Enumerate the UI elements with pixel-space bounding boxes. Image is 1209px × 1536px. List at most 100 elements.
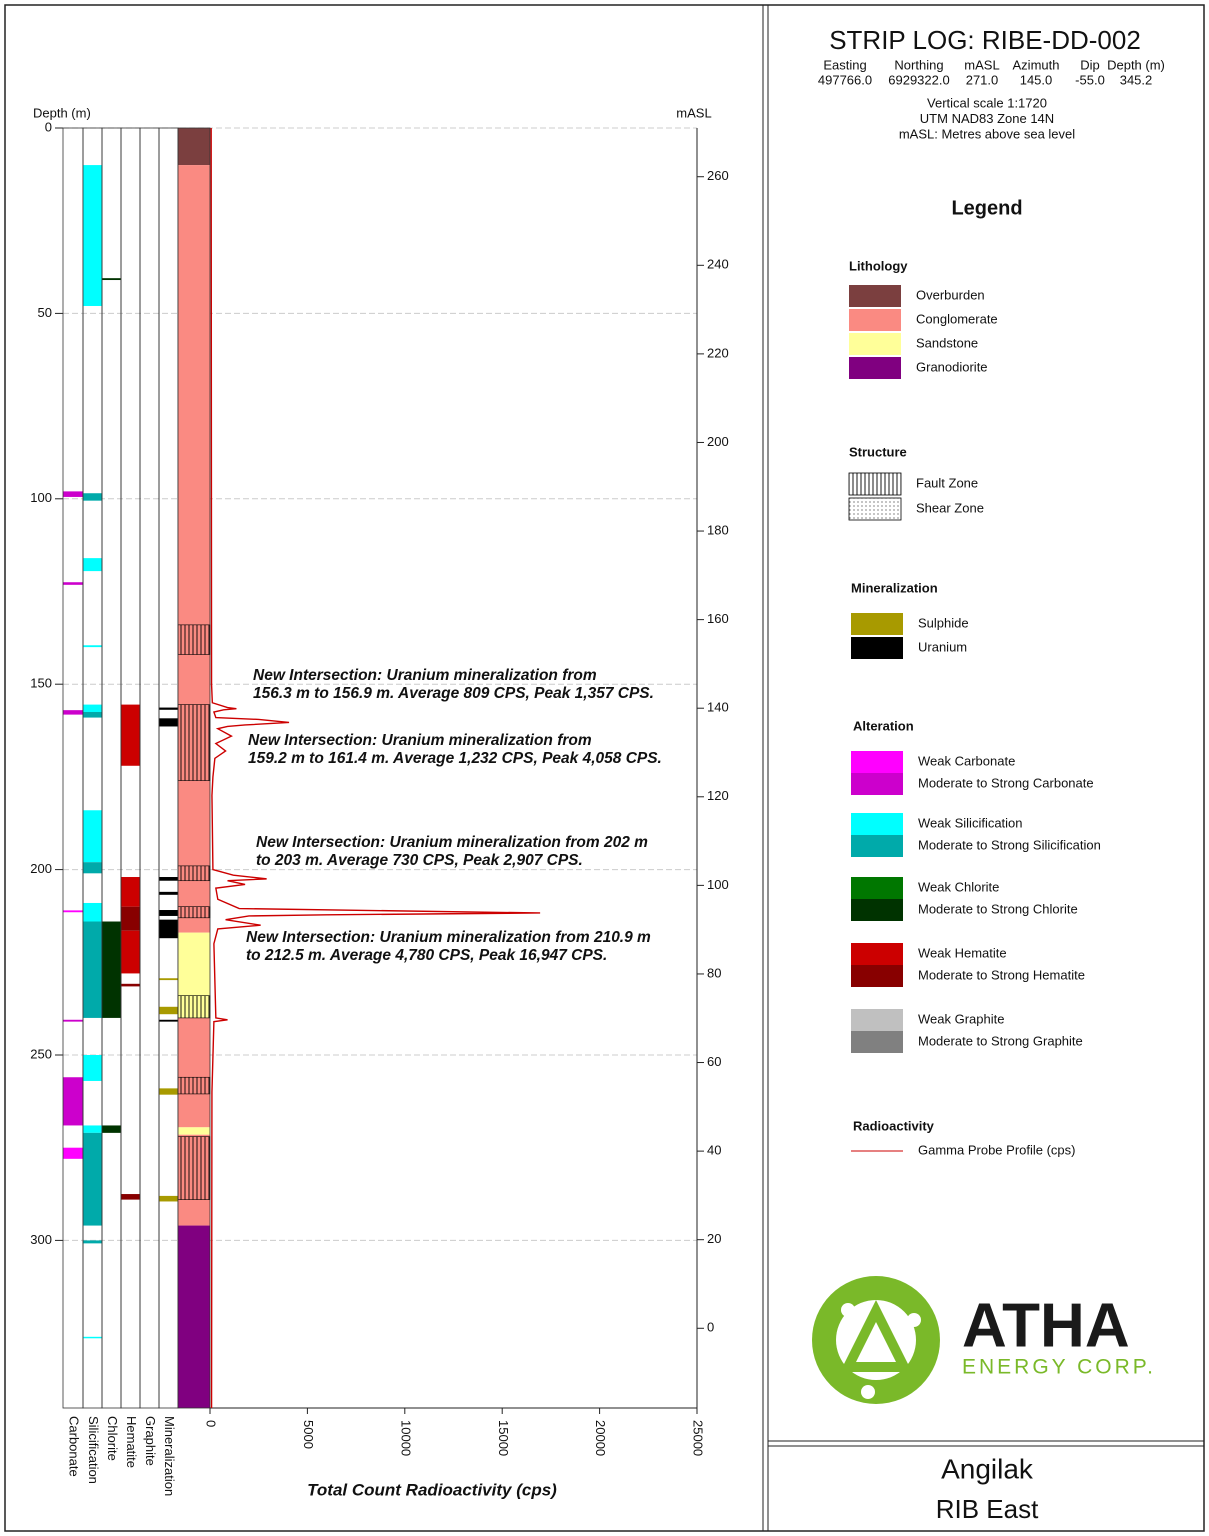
legend-swatch [851,965,903,987]
alteration-interval [159,1006,178,1015]
depth-axis-title: Depth (m) [33,105,91,120]
masl-tick-label: 100 [707,877,729,892]
depth-tick-label: 150 [30,676,52,691]
alteration-interval [121,983,140,987]
legend-label: Shear Zone [916,500,984,515]
legend-label: Overburden [916,287,985,302]
column-frame [158,127,179,1409]
alteration-interval [63,910,83,913]
alteration-interval [121,877,140,907]
alteration-interval [102,921,121,1018]
legend-label: Gamma Probe Profile (cps) [918,1142,1076,1157]
masl-axis-title: mASL [676,105,711,120]
alteration-interval [83,645,102,648]
header-field-label: Northing [894,57,943,72]
intersection-note: 159.2 m to 161.4 m. Average 1,232 CPS, P… [248,750,662,767]
legend-label: Moderate to Strong Graphite [918,1033,1083,1048]
masl-tick-label: 80 [707,965,721,980]
alteration-interval [83,921,102,1018]
header-field-value: -55.0 [1075,72,1105,87]
column-label: Chlorite [105,1416,120,1461]
log-title: STRIP LOG: RIBE-DD-002 [829,25,1141,55]
masl-tick-label: 260 [707,168,729,183]
column-frame [120,127,141,1409]
lithology-frame [177,127,211,1409]
header-field-label: Dip [1080,57,1100,72]
header-field-label: mASL [964,57,999,72]
legend-section-title: Radioactivity [853,1118,935,1133]
alteration-interval [83,712,102,718]
legend-swatch [849,357,901,379]
depth-tick-label: 300 [30,1232,52,1247]
lithology-interval [178,165,210,933]
legend-label: Granodiorite [916,359,988,374]
intersection-note: New Intersection: Uranium mineralization… [246,929,651,946]
fault-zone [177,704,211,781]
header-field-value: 271.0 [966,72,999,87]
intersection-note: 156.3 m to 156.9 m. Average 809 CPS, Pea… [253,685,654,702]
alteration-interval [83,493,102,501]
alteration-interval [83,704,102,713]
legend-swatch [851,877,903,899]
masl-tick-label: 220 [707,345,729,360]
alteration-interval [83,862,102,874]
legend-title: Legend [951,197,1022,219]
header-note: UTM NAD83 Zone 14N [920,111,1054,126]
legend-swatch [851,1009,903,1031]
alteration-interval [83,1132,102,1226]
legend-label: Weak Silicification [918,815,1023,830]
legend-swatch [851,899,903,921]
fault-zone [177,865,211,882]
alteration-interval [83,558,102,572]
legend-label: Sulphide [918,615,969,630]
alteration-interval [63,1077,83,1126]
fault-zone [177,995,211,1019]
column-label: Hematite [124,1416,139,1468]
depth-tick-label: 250 [30,1046,52,1061]
legend-label: Moderate to Strong Silicification [918,837,1101,852]
project-name: Angilak [941,1453,1034,1484]
alteration-interval [83,810,102,863]
header-field-value: 145.0 [1020,72,1053,87]
alteration-interval [63,1147,83,1159]
fault-zone [177,1076,211,1095]
legend-section-title: Mineralization [851,580,938,595]
legend-section-title: Structure [849,444,907,459]
alteration-interval [159,1195,178,1202]
alteration-interval [121,704,140,766]
legend-section-title: Lithology [849,258,908,273]
column-label: Carbonate [67,1416,82,1477]
alteration-interval [121,1194,140,1200]
depth-tick-label: 200 [30,861,52,876]
intersection-note: to 212.5 m. Average 4,780 CPS, Peak 16,9… [246,947,607,964]
alteration-interval [63,1019,83,1022]
legend-label: Moderate to Strong Carbonate [918,775,1094,790]
masl-tick-label: 200 [707,434,729,449]
column-label: Mineralization [162,1416,177,1496]
x-tick-label: 5000 [301,1420,316,1449]
alteration-interval [159,718,178,727]
alteration-interval [159,1019,178,1022]
masl-tick-label: 180 [707,522,729,537]
masl-tick-label: 240 [707,257,729,272]
legend-swatch [848,497,902,521]
masl-tick-label: 0 [707,1320,714,1335]
alteration-interval [83,902,102,922]
legend-swatch [851,751,903,773]
depth-tick-label: 0 [45,119,52,134]
intersection-note: New Intersection: Uranium mineralization… [248,732,592,749]
depth-tick-label: 50 [38,305,52,320]
fault-zone [177,906,211,919]
alteration-interval [83,1336,102,1339]
lithology-interval [178,1127,210,1135]
alteration-interval [63,710,83,715]
gamma-profile [210,127,541,1409]
logo-mark [812,1276,940,1404]
legend-label: Weak Graphite [918,1011,1004,1026]
side-panel: STRIP LOG: RIBE-DD-002 Angilak RIB East … [812,25,1153,1524]
legend-label: Weak Hematite [918,945,1007,960]
intersection-note: to 203 m. Average 730 CPS, Peak 2,907 CP… [256,852,583,869]
alteration-interval [159,707,178,710]
header-note: mASL: Metres above sea level [899,126,1075,141]
